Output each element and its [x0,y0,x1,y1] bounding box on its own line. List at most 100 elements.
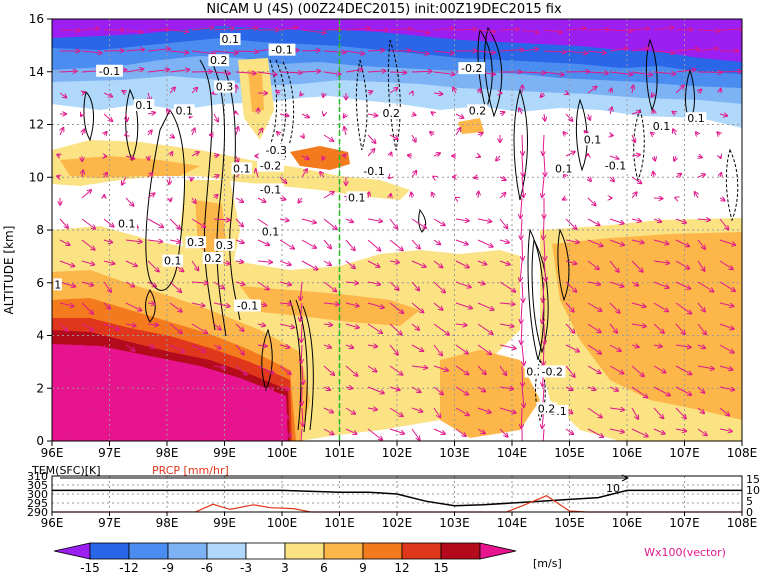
sub-annotation: 10 [606,482,620,495]
contour-label: 0.1 [653,120,671,133]
contour-label: -0.2 [260,160,281,173]
contour-label: 0.1 [135,99,153,112]
contour-label: 0.1 [262,226,280,239]
contour-label: 0.1 [584,133,602,146]
colorbar-tick-label: 6 [320,561,328,575]
x-tick-label: 108E [727,446,758,460]
sub-x-tick-label: 101E [324,516,355,530]
contour-label: 0.2 [469,104,487,117]
colorbar-high-arrow [480,543,516,559]
contour-label: 0.1 [233,162,251,175]
contour-label: -0.1 [605,160,626,173]
contour-label: 0.1 [687,112,705,125]
colorbar-box [402,543,441,559]
sub-x-tick-label: 107E [669,516,700,530]
wind-vector [610,135,613,136]
y-tick-label: 8 [36,223,44,237]
contour-label: 0.2 [210,54,228,67]
sub-x-tick-label: 102E [382,516,413,530]
wind-vector [676,29,692,30]
wind-vector [720,89,721,93]
wind-vector [390,72,406,73]
sub-x-tick-label: 103E [439,516,470,530]
colorbar-tick-label: 3 [281,561,289,575]
vector-scale-label: Wx100(vector) [644,546,726,559]
sub-x-tick-label: 105E [554,516,585,530]
contour-label: -0.1 [99,65,120,78]
x-tick-label: 98E [156,446,179,460]
contour-label: 0.2 [538,402,556,415]
y-tick-label: 12 [29,118,44,132]
x-tick-label: 104E [497,446,528,460]
colorbar-tick-label: -12 [119,561,139,575]
sub-x-tick-label: 99E [213,516,236,530]
colorbar-box [246,543,285,559]
contour-label: 0.1 [118,218,136,231]
y-tick-label: 6 [36,276,44,290]
wind-vector [720,156,721,158]
contour-label: -0.1 [260,183,281,196]
colorbar-unit: [m/s] [533,557,562,570]
contour-label: 0.2 [383,107,401,120]
wind-vector [588,29,609,30]
contour-label: 0.1 [348,191,366,204]
wind-vector [720,71,741,72]
contour-label: -0.1 [363,165,384,178]
contour-label: 0.3 [187,236,205,249]
contour-label: 0.2 [204,252,222,265]
contour-label: -0.1 [271,44,292,57]
wind-vector [522,240,523,260]
x-tick-label: 101E [324,446,355,460]
colorbar-box [168,543,207,559]
sub-label-right: PRCP [mm/hr] [152,464,229,477]
contour-label: 0.1 [555,162,573,175]
x-tick-label: 100E [267,446,298,460]
y-tick-label: 10 [29,170,44,184]
x-tick-label: 97E [98,446,121,460]
x-tick-label: 96E [41,446,64,460]
sub-x-tick-label: 96E [41,516,64,530]
sub-x-tick-label: 100E [267,516,298,530]
colorbar-tick-label: 15 [433,561,448,575]
sub-x-tick-label: 108E [727,516,758,530]
sub-panel: TEM(SFC)[K] PRCP [mm/hr] 10 310305300295… [27,464,760,530]
colorbar-box [129,543,168,559]
colorbar-box [324,543,363,559]
x-tick-label: 106E [612,446,643,460]
colorbar-box [285,543,324,559]
sub-x-tick-label: 98E [156,516,179,530]
colorbar-tick-label: -3 [240,561,252,575]
wind-vector [412,92,413,93]
colorbar-tick-label: 12 [394,561,409,575]
contour-label: -0.2 [461,62,482,75]
y-tick-label: 4 [36,329,44,343]
contour-label: 0.1 [222,33,240,46]
wind-vector [522,366,523,386]
sub-x-tick-label: 104E [497,516,528,530]
contour-label: 0.1 [164,255,182,268]
wind-vector [302,50,320,51]
y-tick-label: 14 [29,65,44,79]
wind-vector [521,408,522,428]
contour-label: 0.3 [216,239,234,252]
colorbar-tick-label: -15 [80,561,100,575]
x-tick-label: 103E [439,446,470,460]
colorbar-tick-label: -6 [201,561,213,575]
wind-vector [148,29,169,30]
contour-label: -0.1 [237,299,258,312]
colorbar-box [441,543,480,559]
x-tick-label: 102E [382,446,413,460]
wind-vector [544,324,545,344]
colorbar-boxes [54,543,516,559]
wind-vector [543,345,544,365]
chart-title: NICAM U (4S) (00Z24DEC2015) init:00Z19DE… [206,2,562,17]
y-axis-label: ALTITUDE [km] [2,226,16,315]
wind-vector [170,198,171,201]
y-tick-label: 2 [36,381,44,395]
